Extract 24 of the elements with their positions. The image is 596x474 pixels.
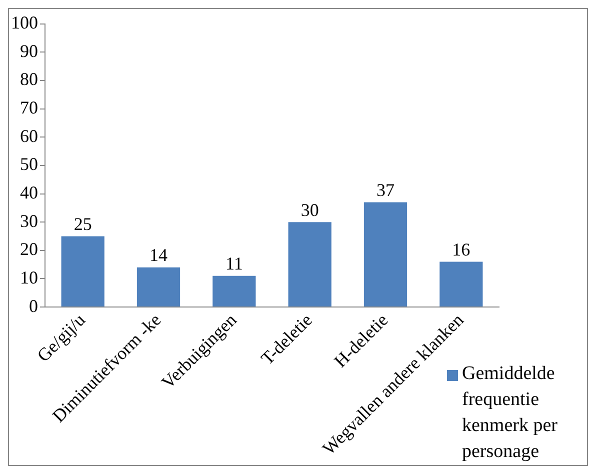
y-tick-label: 0 xyxy=(29,296,38,316)
bar xyxy=(440,262,483,307)
y-tick-label: 80 xyxy=(20,69,38,90)
y-tick-label: 40 xyxy=(20,182,38,202)
data-label: 11 xyxy=(225,254,243,274)
y-tick-label: 20 xyxy=(20,239,38,260)
data-label: 30 xyxy=(300,200,319,220)
data-label: 25 xyxy=(74,214,92,234)
y-tick-label: 30 xyxy=(20,210,38,231)
bar xyxy=(212,276,256,307)
y-tick-label: 60 xyxy=(20,126,38,146)
data-label: 16 xyxy=(452,239,470,260)
y-tick-label: 50 xyxy=(20,154,38,174)
y-tick-label: 90 xyxy=(20,40,38,61)
bar xyxy=(364,202,408,307)
y-tick-label: 100 xyxy=(11,12,38,33)
bar xyxy=(136,267,180,307)
bar xyxy=(288,222,332,307)
data-label: 37 xyxy=(376,180,394,200)
y-tick-label: 70 xyxy=(20,98,38,118)
data-label: 14 xyxy=(150,245,168,266)
legend-label: Gemiddelde frequentie kenmerk per personage xyxy=(462,362,558,464)
y-tick-label: 10 xyxy=(20,267,38,288)
bar xyxy=(61,236,104,307)
